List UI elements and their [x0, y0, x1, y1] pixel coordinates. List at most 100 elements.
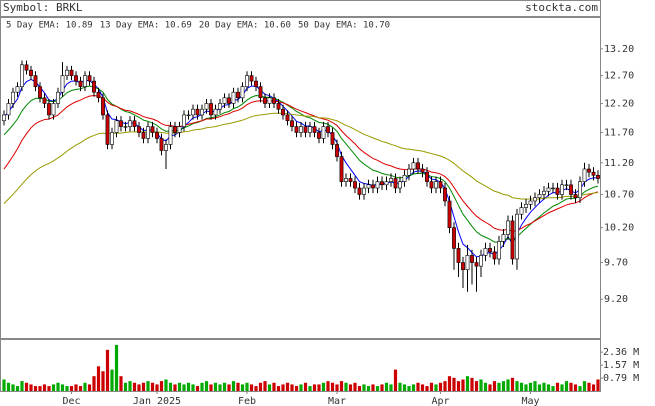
- volume-bar: [146, 381, 150, 391]
- volume-bar: [389, 384, 393, 391]
- candle-body: [110, 132, 114, 145]
- candle-body: [587, 168, 591, 173]
- volume-bar: [204, 381, 209, 391]
- volume-bar: [150, 382, 155, 391]
- candle-body: [267, 97, 272, 104]
- volume-bar: [258, 382, 263, 391]
- ema-line: [3, 112, 599, 204]
- symbol-title: Symbol: BRKL: [3, 1, 83, 14]
- candle-body: [155, 132, 159, 139]
- volume-bar: [591, 384, 596, 391]
- volume-bar: [294, 386, 299, 391]
- candle-body: [132, 120, 137, 127]
- candle-body: [488, 248, 492, 253]
- volume-bar: [173, 384, 177, 391]
- candle-body: [506, 220, 510, 235]
- volume-bar: [524, 384, 528, 391]
- volume-bar: [110, 369, 114, 391]
- volume-bar: [231, 381, 236, 391]
- candle-body: [348, 178, 353, 182]
- candle-body: [303, 126, 308, 133]
- volume-bar: [326, 381, 330, 391]
- candle-body: [411, 162, 416, 170]
- candle-body: [479, 255, 483, 267]
- candle-body: [69, 69, 74, 76]
- volume-bar: [209, 384, 213, 391]
- volume-bar: [434, 384, 438, 391]
- y-tick-label: 10.70: [604, 189, 634, 200]
- candle-body: [582, 168, 587, 182]
- candle-body: [312, 126, 317, 133]
- volume-bar: [2, 379, 6, 391]
- volume-bar: [65, 386, 69, 391]
- volume-bar: [164, 379, 168, 391]
- volume-bar: [402, 384, 407, 391]
- candle-body: [105, 114, 110, 145]
- candle-body: [339, 156, 344, 182]
- volume-bar: [218, 384, 222, 391]
- volume-bar: [569, 382, 573, 391]
- volume-bar: [29, 384, 33, 391]
- candle-body: [20, 64, 24, 87]
- volume-bar: [114, 344, 119, 391]
- volume-tick-label: 1.57 M: [603, 360, 639, 371]
- candle-body: [470, 255, 474, 263]
- candle-body: [533, 197, 537, 202]
- price-frame: [0, 17, 601, 339]
- candle-body: [317, 132, 321, 139]
- volume-bar: [578, 386, 582, 391]
- candle-body: [119, 120, 123, 127]
- volume-bar: [483, 382, 488, 391]
- candle-body: [425, 171, 429, 182]
- volume-bar: [51, 384, 56, 391]
- candle-body: [407, 168, 411, 176]
- candle-body: [146, 126, 150, 139]
- volume-bar: [137, 384, 141, 391]
- candle-body: [528, 200, 533, 205]
- volume-bar: [200, 382, 204, 391]
- volume-bar: [168, 382, 173, 391]
- volume-bar: [425, 386, 429, 391]
- candle-body: [537, 194, 542, 199]
- candle-body: [42, 97, 47, 104]
- candle-body: [501, 234, 506, 242]
- candle-body: [524, 203, 528, 208]
- candle-body: [200, 108, 204, 116]
- volume-bar: [366, 386, 371, 391]
- volume-bar: [128, 381, 132, 391]
- header-frame: [0, 0, 601, 17]
- candle-body: [492, 251, 497, 260]
- candle-body: [330, 132, 335, 145]
- candle-body: [177, 126, 182, 133]
- volume-bar: [177, 382, 182, 391]
- volume-bar: [321, 382, 326, 391]
- volume-bar: [24, 382, 29, 391]
- volume-bar: [582, 381, 587, 391]
- candle-body: [371, 184, 375, 189]
- volume-bar: [47, 386, 51, 391]
- y-tick-label: 13.20: [604, 44, 634, 55]
- volume-bar: [533, 381, 537, 391]
- legend: 5 Day EMA: 10.89 13 Day EMA: 10.69 20 Day …: [6, 21, 390, 31]
- candle-body: [11, 91, 15, 104]
- candle-body: [195, 108, 200, 116]
- candle-body: [83, 75, 87, 87]
- candle-body: [227, 97, 231, 104]
- volume-bar: [119, 376, 123, 391]
- candle-body: [285, 114, 290, 122]
- candle-body: [326, 126, 330, 133]
- volume-bar: [461, 379, 465, 391]
- candle-body: [551, 187, 555, 190]
- volume-bar: [407, 386, 411, 391]
- candle-body: [236, 91, 240, 99]
- y-tick-label: 12.20: [604, 98, 634, 109]
- volume-bar: [42, 384, 47, 391]
- volume-bar: [528, 382, 533, 391]
- volume-bar: [416, 382, 420, 391]
- candle-body: [398, 181, 402, 189]
- candle-body: [416, 162, 420, 170]
- volume-bar: [344, 382, 348, 391]
- volume-bar: [555, 382, 560, 391]
- volume-bar: [506, 379, 510, 391]
